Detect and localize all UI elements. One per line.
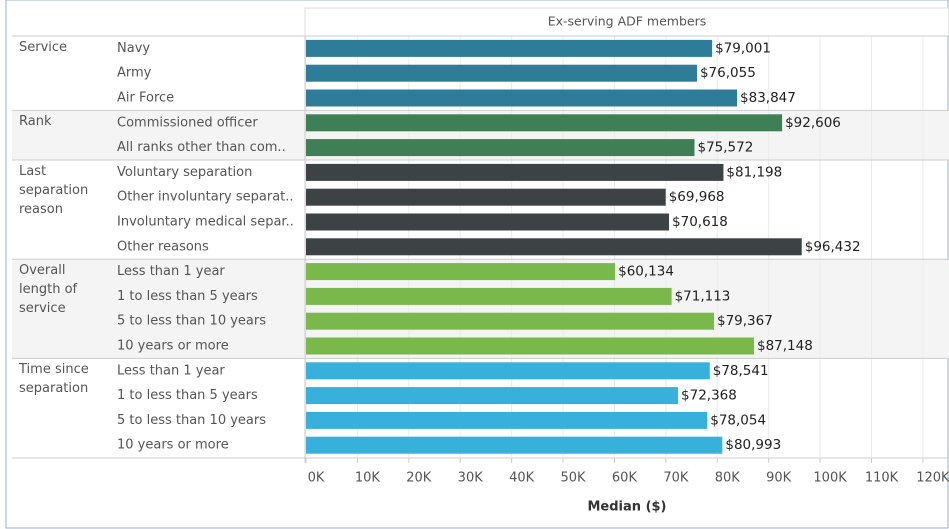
value-label: $79,367 (717, 313, 773, 329)
value-label: $76,055 (700, 65, 756, 81)
y-tick-label: Less than 1 year (117, 363, 225, 378)
x-tick-label: 110K (865, 471, 899, 486)
header-box (304, 7, 949, 37)
bar (306, 64, 697, 82)
y-tick-label: 10 years or more (117, 438, 229, 453)
x-tick-label: 20K (406, 471, 432, 486)
x-tick-label: 60K (612, 471, 638, 486)
bar (306, 213, 670, 231)
group-label: Rank (19, 114, 52, 130)
y-tick-label: Army (117, 66, 152, 81)
value-label: $80,993 (725, 437, 781, 453)
group-label-box: Last separation reason (19, 164, 89, 217)
y-tick-label: 5 to less than 10 years (117, 413, 266, 428)
value-label: $75,572 (697, 140, 753, 156)
y-tick-label: 5 to less than 10 years (117, 314, 266, 329)
x-tick-label: 50K (561, 471, 587, 486)
x-tick-label: 80K (715, 471, 741, 486)
x-tick-label: 90K (766, 471, 792, 486)
value-label: $71,113 (675, 288, 731, 304)
bar (306, 436, 723, 454)
bar (306, 337, 755, 355)
x-tick-label: 30K (458, 471, 484, 486)
bar (306, 312, 715, 330)
value-label: $60,134 (618, 264, 674, 280)
header: Ex-serving ADF members (548, 14, 707, 29)
y-tick-label: Other involuntary separat.. (117, 190, 294, 205)
y-tick-label: All ranks other than com.. (117, 140, 286, 155)
y-tick-label: Voluntary separation (117, 165, 252, 180)
value-label: $78,054 (710, 412, 766, 428)
y-tick-label: Navy (117, 41, 150, 56)
y-tick-label: Involuntary medical separ.. (117, 215, 294, 230)
value-label: $69,968 (669, 189, 725, 205)
group-label: Overall length of service (19, 263, 78, 317)
group-label-box: Rank (19, 114, 52, 130)
bar (306, 411, 708, 429)
bar (306, 114, 783, 132)
group-label-box: Time since separation (19, 362, 89, 397)
value-label: $96,432 (805, 239, 861, 255)
x-tick-label: 0K (308, 471, 325, 486)
y-tick-label: 1 to less than 5 years (117, 289, 258, 304)
x-tick-label: 70K (663, 471, 689, 486)
bar (306, 263, 616, 281)
y-tick-label: Commissioned officer (117, 115, 258, 130)
value-label: $72,368 (681, 388, 737, 404)
group-label: Time since separation (19, 362, 89, 397)
bar (306, 387, 679, 405)
x-tick-label: 120K (916, 471, 949, 486)
group-label-box: Service (19, 40, 68, 55)
x-tick-label: 40K (509, 471, 535, 486)
y-tick-label: Air Force (117, 91, 174, 106)
value-label: $81,198 (726, 164, 782, 180)
bar (306, 188, 666, 206)
bar (306, 139, 695, 157)
value-label: $79,001 (715, 40, 771, 56)
y-tick-label: Less than 1 year (117, 264, 225, 279)
y-tick-label: 10 years or more (117, 339, 229, 354)
bar (306, 89, 738, 107)
bar (306, 39, 713, 57)
x-tick-label: 10K (355, 471, 381, 486)
group-label: Last separation reason (19, 164, 89, 217)
value-label: $92,606 (785, 115, 841, 131)
y-tick-label: Other reasons (117, 239, 209, 254)
value-label: $78,541 (713, 363, 769, 379)
bar (306, 163, 724, 181)
bar (306, 362, 710, 380)
value-label: $83,847 (740, 90, 796, 106)
x-axis-title: Median ($) (588, 500, 667, 515)
bar (306, 238, 802, 256)
y-tick-label: 1 to less than 5 years (117, 388, 258, 403)
x-tick-label: 100K (813, 471, 847, 486)
value-label: $70,618 (672, 214, 728, 230)
value-label: $87,148 (757, 338, 813, 354)
group-label-box: Overall length of service (19, 263, 78, 317)
group-label: Service (19, 40, 68, 55)
bar (306, 287, 672, 305)
